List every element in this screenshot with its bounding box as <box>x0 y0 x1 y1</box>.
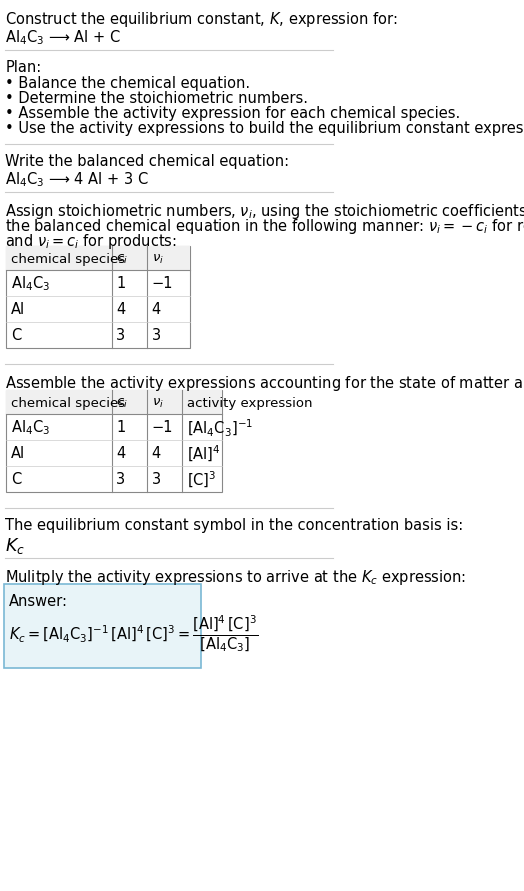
Text: Al$_4$C$_3$ ⟶ 4 Al + 3 C: Al$_4$C$_3$ ⟶ 4 Al + 3 C <box>5 170 149 189</box>
Text: −1: −1 <box>151 276 173 291</box>
Text: Answer:: Answer: <box>9 594 68 609</box>
Text: • Determine the stoichiometric numbers.: • Determine the stoichiometric numbers. <box>5 91 308 106</box>
Text: • Assemble the activity expression for each chemical species.: • Assemble the activity expression for e… <box>5 106 461 121</box>
Text: [Al]$^4$: [Al]$^4$ <box>187 444 221 464</box>
Text: $c_i$: $c_i$ <box>116 396 128 410</box>
Text: • Use the activity expressions to build the equilibrium constant expression.: • Use the activity expressions to build … <box>5 121 524 136</box>
Text: Construct the equilibrium constant, $K$, expression for:: Construct the equilibrium constant, $K$,… <box>5 10 398 29</box>
Text: chemical species: chemical species <box>11 252 125 266</box>
FancyBboxPatch shape <box>6 390 222 492</box>
Text: 3: 3 <box>116 329 125 344</box>
Text: 4: 4 <box>116 303 125 317</box>
Text: activity expression: activity expression <box>187 396 312 410</box>
Text: Al$_4$C$_3$: Al$_4$C$_3$ <box>11 419 50 437</box>
Text: [Al$_4$C$_3$]$^{-1}$: [Al$_4$C$_3$]$^{-1}$ <box>187 418 253 438</box>
Text: Al$_4$C$_3$ ⟶ Al + C: Al$_4$C$_3$ ⟶ Al + C <box>5 28 121 46</box>
Text: 1: 1 <box>116 421 125 436</box>
Text: 4: 4 <box>151 446 161 462</box>
Text: Assemble the activity expressions accounting for the state of matter and $\nu_i$: Assemble the activity expressions accoun… <box>5 374 524 393</box>
FancyBboxPatch shape <box>6 246 190 348</box>
Text: chemical species: chemical species <box>11 396 125 410</box>
Text: C: C <box>11 472 21 487</box>
Text: −1: −1 <box>151 421 173 436</box>
Text: the balanced chemical equation in the following manner: $\nu_i = -c_i$ for react: the balanced chemical equation in the fo… <box>5 217 524 236</box>
Text: 3: 3 <box>151 329 161 344</box>
Text: C: C <box>11 329 21 344</box>
FancyBboxPatch shape <box>4 584 201 668</box>
Text: 4: 4 <box>151 303 161 317</box>
Text: Mulitply the activity expressions to arrive at the $K_c$ expression:: Mulitply the activity expressions to arr… <box>5 568 466 587</box>
Text: 4: 4 <box>116 446 125 462</box>
Text: 3: 3 <box>116 472 125 487</box>
Text: Write the balanced chemical equation:: Write the balanced chemical equation: <box>5 154 289 169</box>
FancyBboxPatch shape <box>6 246 190 270</box>
Text: 3: 3 <box>151 472 161 487</box>
FancyBboxPatch shape <box>6 390 222 414</box>
Text: $K_c = [\mathrm{Al_4C_3}]^{-1}\,[\mathrm{Al}]^4\,[\mathrm{C}]^3 = \dfrac{[\mathr: $K_c = [\mathrm{Al_4C_3}]^{-1}\,[\mathrm… <box>9 614 258 654</box>
Text: $\nu_i$: $\nu_i$ <box>151 252 163 266</box>
Text: The equilibrium constant symbol in the concentration basis is:: The equilibrium constant symbol in the c… <box>5 518 463 533</box>
Text: • Balance the chemical equation.: • Balance the chemical equation. <box>5 76 250 91</box>
Text: $K_c$: $K_c$ <box>5 536 25 556</box>
Text: Al: Al <box>11 446 25 462</box>
Text: and $\nu_i = c_i$ for products:: and $\nu_i = c_i$ for products: <box>5 232 177 251</box>
Text: $c_i$: $c_i$ <box>116 252 128 266</box>
Text: Plan:: Plan: <box>5 60 41 75</box>
Text: Al: Al <box>11 303 25 317</box>
Text: Al$_4$C$_3$: Al$_4$C$_3$ <box>11 274 50 293</box>
Text: [C]$^3$: [C]$^3$ <box>187 470 216 490</box>
Text: 1: 1 <box>116 276 125 291</box>
Text: $\nu_i$: $\nu_i$ <box>151 396 163 410</box>
Text: Assign stoichiometric numbers, $\nu_i$, using the stoichiometric coefficients, $: Assign stoichiometric numbers, $\nu_i$, … <box>5 202 524 221</box>
